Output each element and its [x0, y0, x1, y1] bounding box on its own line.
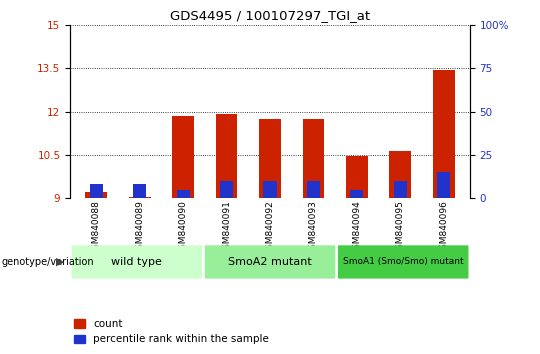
- Text: GSM840092: GSM840092: [266, 200, 274, 255]
- Bar: [177, 189, 190, 198]
- Text: GSM840094: GSM840094: [353, 200, 361, 255]
- FancyBboxPatch shape: [205, 245, 335, 279]
- Legend: count, percentile rank within the sample: count, percentile rank within the sample: [70, 315, 273, 349]
- Bar: [346, 156, 368, 198]
- FancyBboxPatch shape: [338, 245, 469, 279]
- Bar: [264, 181, 276, 198]
- Text: GSM840096: GSM840096: [439, 200, 448, 256]
- Bar: [172, 116, 194, 198]
- Text: GSM840089: GSM840089: [135, 200, 144, 256]
- Text: GSM840091: GSM840091: [222, 200, 231, 256]
- Text: GSM840090: GSM840090: [179, 200, 187, 256]
- Bar: [129, 197, 151, 198]
- Bar: [307, 181, 320, 198]
- Bar: [394, 181, 407, 198]
- Bar: [220, 181, 233, 198]
- Bar: [215, 114, 238, 198]
- Text: GSM840095: GSM840095: [396, 200, 405, 256]
- Text: GSM840088: GSM840088: [92, 200, 101, 256]
- Text: SmoA2 mutant: SmoA2 mutant: [228, 257, 312, 267]
- Bar: [90, 184, 103, 198]
- Bar: [302, 119, 325, 198]
- Bar: [437, 172, 450, 198]
- Text: SmoA1 (Smo/Smo) mutant: SmoA1 (Smo/Smo) mutant: [343, 257, 463, 267]
- Text: GDS4495 / 100107297_TGI_at: GDS4495 / 100107297_TGI_at: [170, 9, 370, 22]
- Bar: [85, 193, 107, 198]
- Text: genotype/variation: genotype/variation: [1, 257, 94, 267]
- Bar: [259, 119, 281, 198]
- Bar: [133, 184, 146, 198]
- FancyBboxPatch shape: [71, 245, 202, 279]
- Text: wild type: wild type: [111, 257, 162, 267]
- Bar: [350, 189, 363, 198]
- Bar: [389, 150, 411, 198]
- Bar: [433, 70, 455, 198]
- Text: ▶: ▶: [56, 257, 65, 267]
- Text: GSM840093: GSM840093: [309, 200, 318, 256]
